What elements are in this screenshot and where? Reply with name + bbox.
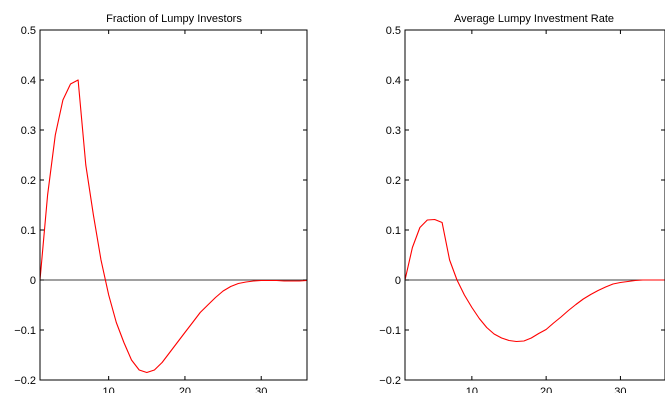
x-tick-label: 30 [614,386,626,393]
y-tick-label: −0.2 [379,375,401,387]
x-tick-label: 30 [255,386,267,393]
y-tick-label: 0.4 [21,75,36,87]
y-tick-label: 0 [30,275,36,287]
chart-title: Average Lumpy Investment Rate [454,13,614,25]
y-tick-label: 0.1 [21,225,36,237]
plot-frame [404,29,665,381]
x-tick-label: 10 [103,386,115,393]
y-tick-label: −0.1 [14,325,36,337]
chart-title: Fraction of Lumpy Investors [106,13,242,25]
series-line [404,218,665,343]
series-line [39,79,308,374]
y-tick-label: 0.5 [386,25,401,37]
x-tick-label: 20 [540,386,552,393]
y-tick-label: 0.1 [386,225,401,237]
x-tick-label: 10 [466,386,478,393]
y-tick-label: 0.2 [21,175,36,187]
chart-average-lumpy-investment-rate: Average Lumpy Investment Rate −0.2 −0.1 0 0… [379,13,665,393]
chart-fraction-lumpy-investors: Fraction of Lumpy Investors −0.2 −0.1 0 0.1… [14,13,308,393]
y-tick-label: −0.2 [14,375,36,387]
x-tick-label: 20 [179,386,191,393]
y-tick-label: −0.1 [379,325,401,337]
plot-frame [39,29,308,381]
y-tick-label: 0.3 [21,125,36,137]
y-tick-label: 0.5 [21,25,36,37]
y-tick-label: 0 [395,275,401,287]
y-tick-label: 0.4 [386,75,401,87]
y-tick-label: 0.3 [386,125,401,137]
y-tick-label: 0.2 [386,175,401,187]
